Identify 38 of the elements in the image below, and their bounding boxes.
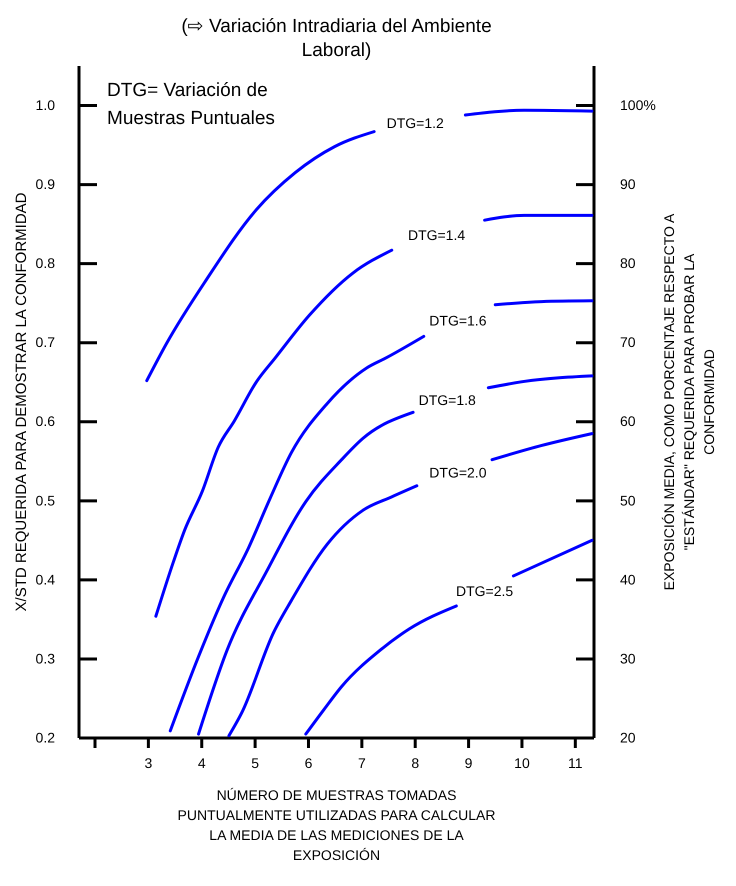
y-tick-label: 0.7: [36, 334, 56, 350]
y2-tick-label: 50: [620, 492, 636, 508]
chart-title: (⇨ Variación Intradiaria del Ambiente Laboral): [181, 16, 492, 61]
x-tick-label: 10: [514, 755, 530, 771]
x-tick-label: 8: [411, 755, 420, 771]
y-tick-label: 0.9: [36, 176, 56, 192]
y-tick-label: 0.2: [36, 729, 56, 746]
y-tick-label: 0.3: [36, 650, 56, 666]
series-label: DTG=1.2: [386, 115, 444, 132]
y2-tick-label: 100%: [620, 97, 656, 114]
x-tick-label: 7: [358, 755, 366, 771]
series-label: DTG=1.4: [408, 227, 466, 244]
annotation: DTG= Variación de Muestras Puntuales: [107, 80, 275, 129]
y2-tick-label: 20: [620, 729, 636, 746]
y2-tick-label: 30: [620, 650, 636, 666]
series-label: DTG=2.5: [456, 582, 514, 599]
x-tick-label: 11: [568, 755, 583, 771]
y-tick-label: 0.6: [36, 413, 56, 430]
y2-axis-title: EXPOSICIÓN MEDIA, COMO PORCENTAJE RESPECTO A "ESTÁNDAR" REQUERIDA PARA PROBAR LA CONFORMIDAD: [661, 212, 717, 590]
x-tick-label: 6: [304, 755, 313, 771]
y-tick-label: 0.8: [36, 255, 56, 272]
x-tick-label: 4: [198, 755, 206, 771]
x-tick-label: 9: [464, 755, 473, 771]
x-tick-label: 5: [251, 755, 260, 771]
x-axis-title: NÚMERO DE MUESTRAS TOMADAS PUNTUALMENTE UTILIZADAS PARA CALCULAR LA MEDIA DE LAS MEDICIONES DE LA EXPOSICIÓN: [178, 787, 496, 863]
y-axis-title: X/STD REQUERIDA PARA DEMOSTRAR LA CONFORMIDAD: [13, 192, 30, 612]
y2-tick-label: 40: [620, 571, 636, 588]
y2-tick-label: 70: [620, 334, 636, 350]
y-tick-label: 0.5: [36, 492, 56, 508]
y-tick-label: 1.0: [36, 97, 56, 114]
y2-tick-label: 90: [620, 176, 636, 192]
y-tick-label: 0.4: [36, 571, 56, 588]
series-label: DTG=1.8: [418, 392, 476, 408]
series-label: DTG=1.6: [429, 312, 487, 328]
series-label: DTG=2.0: [429, 464, 487, 481]
y2-tick-label: 80: [620, 255, 636, 272]
x-tick-label: 3: [144, 755, 152, 771]
y2-tick-label: 60: [620, 413, 636, 430]
